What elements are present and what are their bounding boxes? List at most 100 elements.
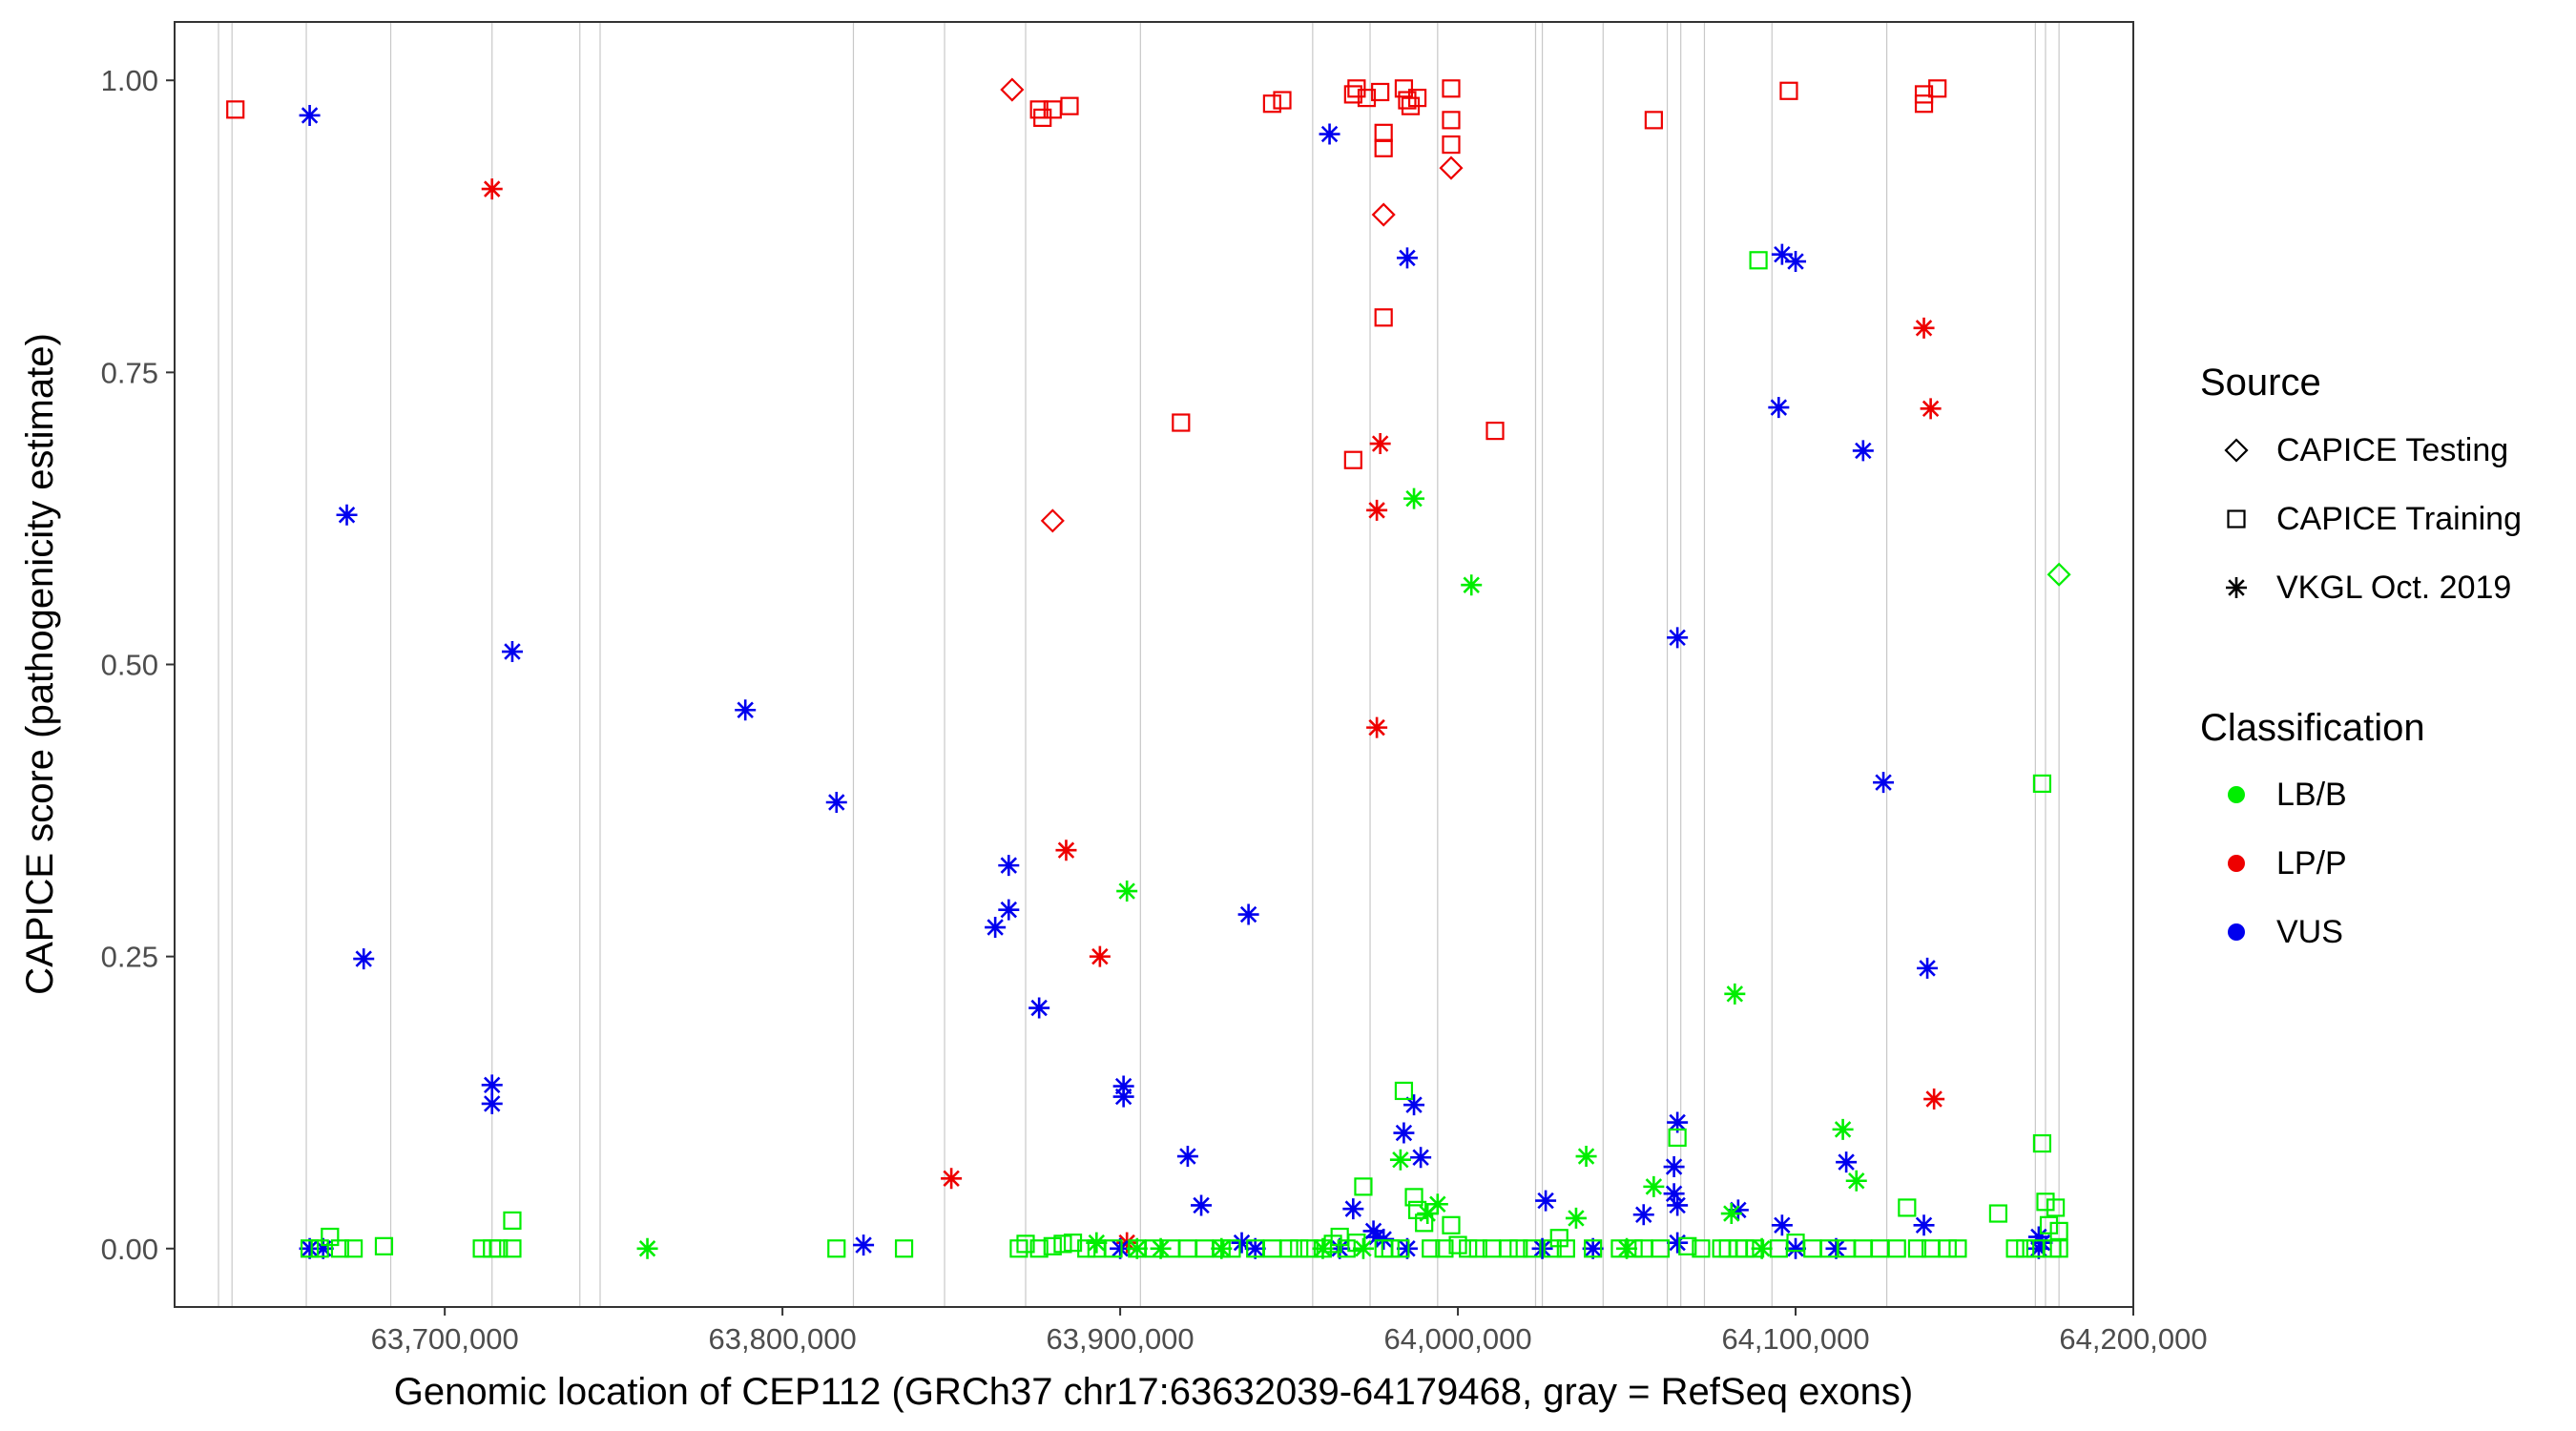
x-axis: 63,700,000 63,800,000 63,900,000 64,000,000…	[371, 1307, 2208, 1356]
x-tick-label: 63,700,000	[371, 1322, 519, 1356]
legend-source-key	[2227, 509, 2246, 529]
data-point	[2032, 774, 2052, 794]
data-point	[1624, 1239, 1643, 1258]
y-axis: 0.00 0.25 0.50 0.75 1.00	[101, 64, 175, 1266]
data-point	[310, 1239, 329, 1258]
series-training-lb-b	[300, 251, 2068, 1258]
legend-entries: CAPICE Testing CAPICE Training VKGL Oct. 2…	[2224, 432, 2522, 950]
data-point	[1913, 1214, 1935, 1236]
data-point	[1914, 94, 1934, 114]
data-point	[1417, 1203, 1439, 1225]
y-tick-label: 1.00	[101, 64, 158, 97]
data-point	[1222, 1239, 1241, 1258]
data-point	[985, 917, 1007, 939]
data-point	[2046, 1198, 2066, 1217]
legend-source-title: Source	[2200, 362, 2321, 404]
data-point	[1644, 111, 1663, 130]
data-point	[1407, 88, 1427, 108]
x-tick-label: 64,200,000	[2059, 1322, 2207, 1356]
series-vkgl-lb-b	[636, 487, 1867, 1259]
data-point	[1000, 77, 1025, 102]
x-axis-label: Genomic location of CEP112 (GRCh37 chr17…	[394, 1371, 1913, 1413]
data-point	[1403, 487, 1425, 509]
data-point	[1499, 1239, 1518, 1258]
data-point	[1667, 1111, 1689, 1133]
y-tick-label: 0.75	[101, 356, 158, 389]
data-point	[1582, 1237, 1604, 1259]
series-vkgl-lp-p	[481, 178, 1945, 1254]
data-point	[1825, 1237, 1847, 1259]
data-point	[1343, 450, 1362, 469]
data-point	[1745, 1239, 1765, 1258]
y-tick-label: 0.25	[101, 941, 158, 974]
data-point	[321, 1227, 340, 1247]
data-point	[1435, 1239, 1454, 1258]
data-point	[1410, 1147, 1432, 1169]
data-point	[330, 1239, 350, 1258]
data-point	[1362, 1220, 1384, 1242]
data-point	[998, 899, 1020, 921]
data-point	[1352, 1237, 1374, 1259]
data-point	[1442, 1215, 1461, 1234]
data-point	[825, 791, 847, 813]
data-point	[1211, 1237, 1233, 1259]
data-point	[1898, 1198, 1917, 1217]
data-point	[1749, 251, 1768, 270]
data-point	[1442, 79, 1461, 98]
data-point	[1354, 1177, 1373, 1196]
data-point	[1426, 1193, 1448, 1215]
data-point	[1396, 1237, 1418, 1259]
data-point	[1988, 1204, 2008, 1223]
data-point	[1768, 397, 1790, 419]
data-point	[1917, 957, 1939, 979]
data-point	[1920, 398, 1942, 420]
data-point	[941, 1168, 963, 1190]
data-point	[1948, 1239, 1967, 1258]
legend-source-label: VKGL Oct. 2019	[2276, 570, 2511, 606]
data-point	[1565, 1207, 1587, 1229]
data-point	[1329, 1237, 1351, 1259]
data-point	[1485, 421, 1505, 441]
data-point	[1616, 1237, 1638, 1259]
data-point	[1357, 88, 1377, 108]
data-point	[1422, 1239, 1441, 1258]
data-point	[1043, 1236, 1062, 1255]
data-point	[1584, 1239, 1603, 1258]
data-point	[1347, 79, 1366, 98]
data-point	[1126, 1237, 1148, 1259]
data-point	[1347, 1234, 1366, 1253]
data-point	[1913, 317, 1935, 339]
data-point	[1290, 1239, 1309, 1258]
data-point	[1262, 94, 1281, 114]
data-point	[1060, 96, 1079, 115]
data-point	[1374, 308, 1393, 327]
data-point	[1873, 772, 1895, 794]
data-point	[1751, 1237, 1773, 1259]
data-point	[1394, 1081, 1414, 1101]
data-point	[1531, 1237, 1553, 1259]
data-point	[1374, 138, 1393, 157]
data-point	[1112, 1086, 1134, 1108]
data-point	[1727, 1199, 1749, 1221]
data-point	[1077, 1239, 1096, 1258]
legend-class-key	[2228, 855, 2245, 872]
data-point	[2049, 1239, 2068, 1258]
data-point	[374, 1236, 394, 1255]
data-point	[1720, 1203, 1742, 1225]
data-point	[353, 948, 375, 970]
series-testing-lb-b	[2046, 562, 2071, 587]
data-point	[1448, 1235, 1467, 1255]
data-point	[1724, 983, 1746, 1005]
data-point	[1381, 1239, 1400, 1258]
data-point	[1299, 1239, 1319, 1258]
data-point	[1610, 1239, 1630, 1258]
data-point	[1237, 903, 1259, 925]
data-point	[1342, 1198, 1364, 1220]
data-point	[894, 1239, 914, 1258]
data-point	[1643, 1175, 1665, 1197]
data-point	[1442, 111, 1461, 130]
data-point	[1366, 499, 1388, 521]
legend-class-title: Classification	[2200, 707, 2425, 749]
